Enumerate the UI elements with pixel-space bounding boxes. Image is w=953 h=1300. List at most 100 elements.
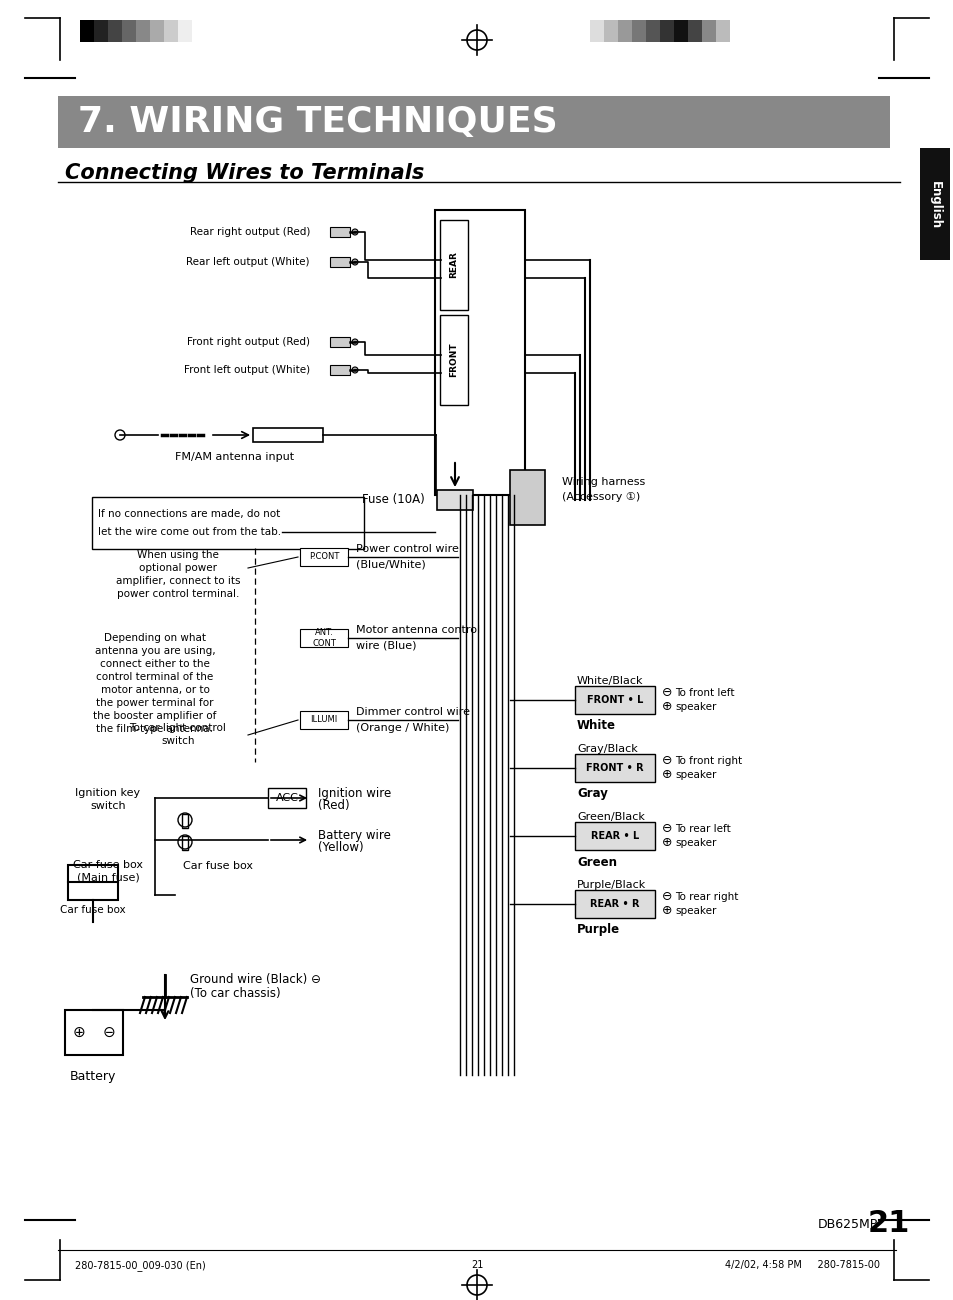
Bar bbox=[575, 891, 655, 918]
Text: wire (Blue): wire (Blue) bbox=[355, 641, 416, 651]
Bar bbox=[80, 20, 94, 42]
Text: speaker: speaker bbox=[675, 770, 716, 780]
Text: REAR: REAR bbox=[449, 252, 458, 278]
Bar bbox=[436, 490, 473, 510]
Circle shape bbox=[352, 229, 357, 235]
Bar bbox=[150, 20, 164, 42]
Text: Gray: Gray bbox=[577, 788, 607, 801]
Text: (Red): (Red) bbox=[317, 800, 349, 812]
Text: ⊖: ⊖ bbox=[661, 754, 672, 767]
Bar bbox=[575, 686, 655, 714]
Bar bbox=[299, 629, 348, 647]
Bar bbox=[618, 20, 631, 42]
Bar bbox=[68, 864, 118, 900]
Text: 280-7815-00_009-030 (En): 280-7815-00_009-030 (En) bbox=[75, 1260, 206, 1271]
Text: ⊖: ⊖ bbox=[661, 686, 672, 699]
Bar bbox=[91, 497, 364, 549]
Bar bbox=[330, 257, 350, 266]
Text: (Accessory ①): (Accessory ①) bbox=[561, 491, 639, 502]
Text: Depending on what: Depending on what bbox=[104, 633, 206, 644]
Text: 21: 21 bbox=[471, 1260, 482, 1270]
Text: To rear left: To rear left bbox=[675, 824, 730, 835]
Text: Power control wire: Power control wire bbox=[355, 543, 458, 554]
Text: 7. WIRING TECHNIQUES: 7. WIRING TECHNIQUES bbox=[78, 105, 558, 139]
Bar bbox=[716, 20, 729, 42]
Text: motor antenna, or to: motor antenna, or to bbox=[100, 685, 210, 696]
Text: the booster amplifier of: the booster amplifier of bbox=[93, 711, 216, 722]
Text: the film-type antenna.: the film-type antenna. bbox=[96, 724, 213, 734]
Text: connect either to the: connect either to the bbox=[100, 659, 210, 670]
Text: power control terminal.: power control terminal. bbox=[116, 589, 239, 599]
Bar bbox=[603, 20, 618, 42]
Text: Car fuse box: Car fuse box bbox=[73, 861, 143, 870]
Bar bbox=[164, 20, 178, 42]
Bar bbox=[510, 471, 544, 525]
Text: 4/2/02, 4:58 PM     280-7815-00: 4/2/02, 4:58 PM 280-7815-00 bbox=[724, 1260, 879, 1270]
Bar bbox=[268, 788, 306, 809]
Text: ⊕: ⊕ bbox=[661, 905, 672, 918]
Bar bbox=[687, 20, 701, 42]
Text: ⊕: ⊕ bbox=[661, 701, 672, 714]
Text: the power terminal for: the power terminal for bbox=[96, 698, 213, 708]
Text: (Main fuse): (Main fuse) bbox=[76, 872, 139, 881]
Text: Fuse (10A): Fuse (10A) bbox=[362, 494, 424, 507]
Bar bbox=[136, 20, 150, 42]
Text: ⊖: ⊖ bbox=[103, 1024, 115, 1040]
Text: P.CONT: P.CONT bbox=[309, 552, 339, 562]
Bar bbox=[58, 96, 889, 148]
Bar bbox=[589, 20, 603, 42]
Bar bbox=[182, 836, 188, 850]
Bar bbox=[178, 20, 192, 42]
Text: ⊕: ⊕ bbox=[72, 1024, 85, 1040]
Text: speaker: speaker bbox=[675, 906, 716, 916]
Bar bbox=[108, 20, 122, 42]
Text: Motor antenna control: Motor antenna control bbox=[355, 625, 479, 634]
Bar bbox=[645, 20, 659, 42]
Text: (Orange / White): (Orange / White) bbox=[355, 723, 449, 733]
Bar bbox=[435, 211, 524, 495]
Bar bbox=[253, 428, 323, 442]
Text: Car fuse box: Car fuse box bbox=[60, 905, 126, 915]
Text: Dimmer control wire: Dimmer control wire bbox=[355, 707, 470, 718]
Text: switch: switch bbox=[161, 736, 194, 746]
Circle shape bbox=[115, 430, 125, 439]
Text: 21: 21 bbox=[867, 1209, 909, 1239]
Text: To car light control: To car light control bbox=[130, 723, 226, 733]
Text: Ground wire (Black) ⊖: Ground wire (Black) ⊖ bbox=[190, 974, 320, 987]
Text: switch: switch bbox=[91, 801, 126, 811]
Text: ⊕: ⊕ bbox=[661, 836, 672, 849]
Bar bbox=[659, 20, 673, 42]
Text: Gray/Black: Gray/Black bbox=[577, 744, 638, 754]
Text: To front right: To front right bbox=[675, 757, 741, 766]
Text: Car fuse box: Car fuse box bbox=[183, 861, 253, 871]
Text: Connecting Wires to Terminals: Connecting Wires to Terminals bbox=[65, 162, 424, 183]
Text: Green/Black: Green/Black bbox=[577, 812, 644, 822]
Text: antenna you are using,: antenna you are using, bbox=[94, 646, 215, 656]
Text: Purple: Purple bbox=[577, 923, 619, 936]
Text: let the wire come out from the tab.: let the wire come out from the tab. bbox=[98, 526, 281, 537]
Text: Purple/Black: Purple/Black bbox=[577, 880, 645, 890]
Text: (Blue/White): (Blue/White) bbox=[355, 560, 425, 569]
Bar bbox=[330, 365, 350, 374]
Bar bbox=[122, 20, 136, 42]
Bar bbox=[330, 227, 350, 237]
Text: (Yellow): (Yellow) bbox=[317, 841, 363, 854]
Bar bbox=[94, 20, 108, 42]
Text: Wiring harness: Wiring harness bbox=[561, 477, 644, 488]
Text: If no connections are made, do not: If no connections are made, do not bbox=[98, 510, 280, 519]
Text: REAR • L: REAR • L bbox=[590, 831, 639, 841]
Text: English: English bbox=[927, 181, 941, 229]
Bar bbox=[575, 822, 655, 850]
Text: amplifier, connect to its: amplifier, connect to its bbox=[115, 576, 240, 586]
Circle shape bbox=[352, 339, 357, 344]
Text: speaker: speaker bbox=[675, 838, 716, 848]
Text: FRONT • R: FRONT • R bbox=[585, 763, 643, 773]
Bar bbox=[575, 754, 655, 783]
Text: Front right output (Red): Front right output (Red) bbox=[187, 337, 310, 347]
Text: ⊖: ⊖ bbox=[661, 891, 672, 904]
Bar bbox=[439, 220, 468, 309]
Text: FM/AM antenna input: FM/AM antenna input bbox=[175, 452, 294, 462]
Text: Rear left output (White): Rear left output (White) bbox=[186, 257, 310, 266]
Text: Ignition key: Ignition key bbox=[75, 788, 140, 798]
Text: ACC: ACC bbox=[275, 793, 298, 803]
